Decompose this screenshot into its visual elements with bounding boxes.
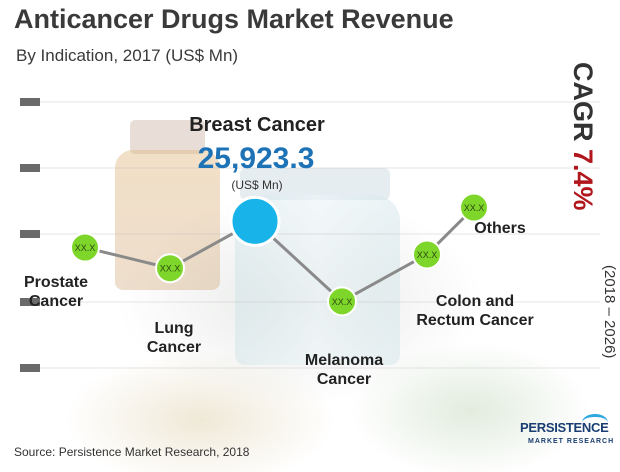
cagr-label: CAGR 7.4%	[568, 62, 598, 211]
marker-colon-and-rectum-cancer	[412, 239, 442, 270]
chart-title: Anticancer Drugs Market Revenue	[14, 4, 454, 34]
logo-line-2: MARKET RESEARCH	[528, 438, 615, 445]
category-label-others: Others	[474, 220, 526, 237]
marker-others	[459, 192, 489, 223]
marker-lung-cancer	[155, 253, 185, 284]
value-label-prostate-cancer: XX.X	[75, 243, 96, 253]
level-bar-0	[20, 98, 40, 106]
category-label-prostate-cancer: Prostate Cancer	[24, 274, 88, 310]
highlight-unit: (US$ Mn)	[231, 178, 282, 192]
logo-swoosh-icon	[582, 414, 608, 431]
category-label-melanoma-cancer: Melanoma Cancer	[305, 352, 383, 388]
level-bar-2	[20, 230, 40, 238]
cagr-word: CAGR	[568, 62, 598, 142]
level-bar-3	[20, 298, 40, 306]
glass-bottle-cap-shape	[240, 168, 390, 200]
highlight-value: 25,923.3	[198, 142, 315, 175]
source-note: Source: Persistence Market Research, 201…	[14, 445, 250, 459]
marker-melanoma-cancer	[327, 286, 357, 317]
marker-breast-cancer	[229, 195, 281, 247]
cagr-value: 7.4%	[568, 149, 598, 211]
value-label-lung-cancer: XX.X	[160, 264, 181, 274]
marker-prostate-cancer	[70, 232, 100, 263]
level-bar-1	[20, 164, 40, 172]
pill-bottle-cap-shape	[130, 120, 205, 154]
value-label-others: XX.X	[464, 203, 485, 213]
value-label-colon-and-rectum-cancer: XX.X	[417, 250, 438, 260]
logo-line-1: PERSISTENCE	[520, 420, 609, 435]
cagr-period: (2018 – 2026)	[601, 265, 618, 359]
category-label-colon-and-rectum-cancer: Colon and Rectum Cancer	[416, 293, 533, 329]
category-label-lung-cancer: Lung Cancer	[147, 320, 201, 356]
chart-subtitle: By Indication, 2017 (US$ Mn)	[16, 46, 239, 65]
level-bar-4	[20, 364, 40, 372]
category-label-breast-cancer: Breast Cancer	[189, 114, 325, 136]
value-label-melanoma-cancer: XX.X	[332, 297, 353, 307]
persistence-logo: PERSISTENCE MARKET RESEARCH	[520, 414, 615, 454]
